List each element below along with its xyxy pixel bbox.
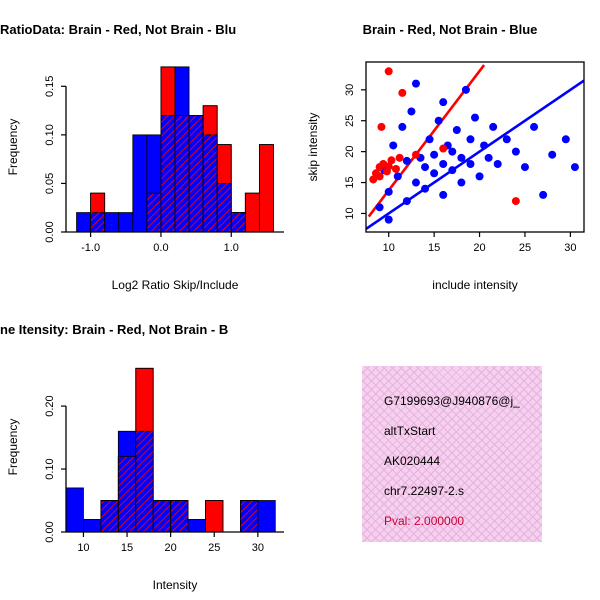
svg-text:0.10: 0.10: [44, 458, 56, 479]
svg-text:20: 20: [165, 542, 177, 554]
svg-text:15: 15: [344, 176, 356, 188]
x-axis-label-ratio: Log2 Ratio Skip/Include: [111, 278, 239, 292]
svg-text:0.00: 0.00: [44, 221, 56, 242]
svg-text:30: 30: [344, 84, 356, 96]
svg-text:15: 15: [121, 542, 133, 554]
svg-text:0.00: 0.00: [44, 521, 56, 542]
svg-text:0.0: 0.0: [153, 242, 168, 254]
svg-text:0.10: 0.10: [44, 124, 56, 145]
svg-text:10: 10: [77, 542, 89, 554]
svg-text:-1.0: -1.0: [81, 242, 100, 254]
gene-id-text: G7199693@J940876@j_: [384, 394, 520, 408]
svg-text:30: 30: [564, 242, 576, 254]
svg-text:0.15: 0.15: [44, 76, 56, 97]
svg-text:0.20: 0.20: [44, 395, 56, 416]
ratio-histogram-chart: -1.0 0.0 1.0 0.00 0.05 0.10 0.15: [44, 66, 284, 254]
gene-intensity-histogram-panel: ne Itensity: Brain - Red, Not Brain - B …: [0, 300, 300, 600]
svg-text:20: 20: [344, 146, 356, 158]
x-axis-label-gene: Intensity: [152, 578, 198, 592]
chart-title-gene: ne Itensity: Brain - Red, Not Brain - B: [0, 322, 229, 337]
svg-text:30: 30: [252, 542, 264, 554]
x-axis-label-scatter: include intensity: [432, 278, 518, 292]
svg-text:10: 10: [344, 207, 356, 219]
svg-text:20: 20: [473, 242, 485, 254]
info-panel-quadrant: G7199693@J940876@j_ altTxStart AK020444 …: [300, 300, 600, 600]
chart-title-scatter: Brain - Red, Not Brain - Blue: [362, 22, 538, 37]
svg-text:1.0: 1.0: [224, 242, 239, 254]
chart-title-ratio: RatioData: Brain - Red, Not Brain - Blu: [0, 22, 237, 37]
pval-text: Pval: 2.000000: [384, 514, 465, 528]
svg-text:25: 25: [208, 542, 220, 554]
intensity-scatter-panel: Brain - Red, Not Brain - Blue skip inten…: [300, 0, 600, 300]
svg-text:25: 25: [519, 242, 531, 254]
event-type-text: altTxStart: [384, 424, 436, 438]
chromosome-text: chr7.22497-2.s: [384, 484, 465, 498]
ratio-histogram-panel: RatioData: Brain - Red, Not Brain - Blu …: [0, 0, 300, 300]
svg-text:0.05: 0.05: [44, 173, 56, 194]
intensity-scatter-chart: 10 15 20 25 30 10 15 20 25 30: [344, 61, 585, 254]
svg-text:10: 10: [383, 242, 395, 254]
svg-text:25: 25: [344, 115, 356, 127]
info-panel: G7199693@J940876@j_ altTxStart AK020444 …: [362, 366, 542, 542]
gene-intensity-histogram-chart: 10 15 20 25 30 0.00 0.10 0.20: [44, 367, 284, 554]
accession-text: AK020444: [384, 454, 441, 468]
svg-text:15: 15: [428, 242, 440, 254]
